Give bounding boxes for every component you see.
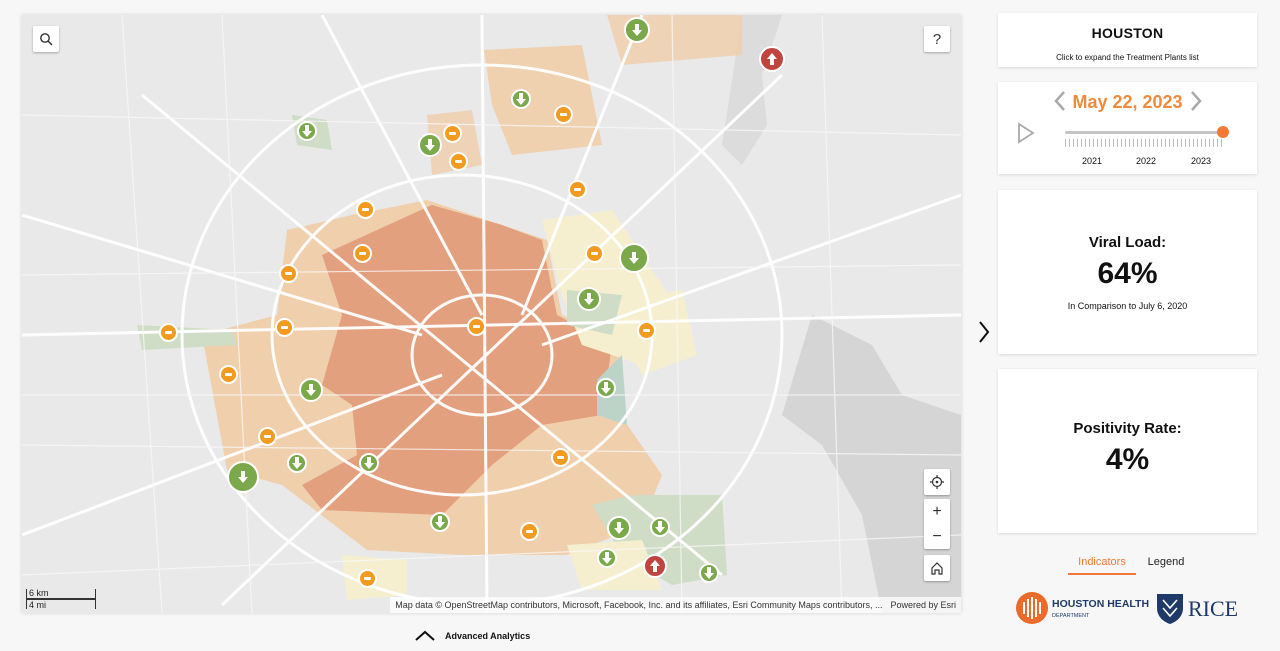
plant-marker-steady[interactable]: [449, 152, 468, 171]
positivity-rate-card: Positivity Rate: 4%: [998, 369, 1257, 533]
logos-graphic: HOUSTON HEALTH DEPARTMENT RICE: [1016, 592, 1238, 624]
plant-marker-steady[interactable]: [443, 124, 462, 143]
plant-marker-steady[interactable]: [258, 427, 277, 446]
scale-km: 6 km: [26, 589, 96, 599]
viral-load-card: Viral Load: 64% In Comparison to July 6,…: [998, 190, 1257, 354]
viral-load-label: Viral Load:: [1088, 234, 1167, 251]
timeline-slider-handle[interactable]: [1217, 126, 1229, 138]
plant-marker-decreasing[interactable]: [297, 121, 317, 141]
plant-marker-decreasing[interactable]: [597, 548, 617, 568]
search-icon: [40, 33, 53, 46]
plant-marker-steady[interactable]: [568, 180, 587, 199]
city-title: HOUSTON: [1091, 25, 1164, 41]
zoom-in-button[interactable]: +: [932, 503, 942, 520]
plant-marker-decreasing[interactable]: [511, 89, 531, 109]
chevron-right-icon: [979, 321, 990, 343]
viral-load-comparison: In Comparison to July 6, 2020: [1067, 301, 1188, 311]
timeline-slider[interactable]: [1065, 131, 1223, 134]
plant-marker-decreasing[interactable]: [619, 243, 649, 273]
play-icon[interactable]: [1016, 122, 1036, 144]
plant-marker-steady[interactable]: [358, 569, 377, 588]
plant-marker-increasing[interactable]: [759, 46, 785, 72]
timeline-ticks: [1065, 139, 1223, 147]
positivity-rate-value: 4%: [1105, 443, 1150, 476]
tab-indicators[interactable]: Indicators: [1068, 556, 1136, 575]
powered-by-esri-link[interactable]: Powered by Esri: [890, 600, 956, 610]
plant-marker-decreasing[interactable]: [607, 516, 631, 540]
home-icon: [931, 562, 943, 575]
plant-marker-decreasing[interactable]: [596, 378, 616, 398]
plant-marker-decreasing[interactable]: [227, 461, 259, 493]
plant-marker-increasing[interactable]: [643, 554, 667, 578]
timeline-year-label: 2022: [1136, 156, 1157, 166]
plant-marker-decreasing[interactable]: [359, 453, 379, 473]
plant-marker-steady[interactable]: [275, 318, 294, 337]
plant-marker-decreasing[interactable]: [624, 17, 650, 43]
plant-marker-steady[interactable]: [279, 264, 298, 283]
city-hint: Click to expand the Treatment Plants lis…: [1056, 53, 1199, 62]
timeline-year-label: 2023: [1191, 156, 1212, 166]
houston-health-logo-text: HOUSTON HEALTH: [1052, 598, 1149, 610]
date-card: May 22, 2023 2021 2022 2023: [998, 82, 1257, 174]
plant-marker-steady[interactable]: [219, 365, 238, 384]
city-card[interactable]: HOUSTON Click to expand the Treatment Pl…: [998, 13, 1257, 67]
next-date-button[interactable]: [1188, 90, 1204, 112]
houston-health-logo-subtext: DEPARTMENT: [1052, 613, 1090, 619]
plant-marker-steady[interactable]: [554, 105, 573, 124]
rice-logo-text: RICE: [1188, 596, 1238, 621]
scale-mi: 4 mi: [26, 599, 96, 610]
map-attribution: Map data © OpenStreetMap contributors, M…: [390, 597, 961, 613]
plant-marker-steady[interactable]: [159, 323, 178, 342]
partner-logos: HOUSTON HEALTH DEPARTMENT RICE: [1016, 590, 1246, 626]
plant-marker-decreasing[interactable]: [650, 517, 670, 537]
previous-date-button[interactable]: [1052, 90, 1068, 112]
crosshair-icon: [930, 475, 944, 489]
viral-load-value: 64%: [1097, 257, 1158, 290]
plant-marker-decreasing[interactable]: [418, 133, 442, 157]
plant-marker-steady[interactable]: [551, 448, 570, 467]
locate-button[interactable]: [924, 469, 950, 495]
chevron-up-icon: [415, 630, 435, 641]
plant-marker-steady[interactable]: [356, 200, 375, 219]
plant-marker-steady[interactable]: [353, 244, 372, 263]
plant-marker-decreasing[interactable]: [577, 287, 601, 311]
map-view[interactable]: ? + − 6 km 4 mi Map data © OpenStreetMap…: [22, 15, 961, 613]
plant-marker-steady[interactable]: [637, 321, 656, 340]
home-button[interactable]: [924, 555, 950, 581]
plant-marker-steady[interactable]: [585, 244, 604, 263]
zoom-out-button[interactable]: −: [932, 528, 942, 545]
plant-marker-decreasing[interactable]: [430, 512, 450, 532]
zoom-controls: + −: [924, 499, 950, 549]
help-button[interactable]: ?: [924, 26, 950, 52]
plant-marker-steady[interactable]: [467, 317, 486, 336]
map-search-button[interactable]: [33, 26, 59, 52]
plant-marker-decreasing[interactable]: [299, 378, 323, 402]
plant-marker-steady[interactable]: [520, 522, 539, 541]
panel-tabs: Indicators Legend: [1068, 556, 1218, 576]
advanced-analytics-label: Advanced Analytics: [445, 630, 531, 641]
advanced-analytics-toggle[interactable]: Advanced Analytics: [415, 630, 530, 641]
timeline-year-label: 2021: [1082, 156, 1103, 166]
scale-bar: 6 km 4 mi: [26, 589, 96, 610]
positivity-rate-label: Positivity Rate:: [1073, 420, 1182, 437]
current-date: May 22, 2023: [1072, 92, 1183, 112]
plant-marker-decreasing[interactable]: [699, 563, 719, 583]
tab-legend[interactable]: Legend: [1147, 556, 1185, 568]
toggle-panel-button[interactable]: [978, 320, 990, 349]
plant-marker-decreasing[interactable]: [287, 453, 307, 473]
map-basemap: [22, 15, 961, 613]
attribution-text: Map data © OpenStreetMap contributors, M…: [395, 600, 883, 610]
